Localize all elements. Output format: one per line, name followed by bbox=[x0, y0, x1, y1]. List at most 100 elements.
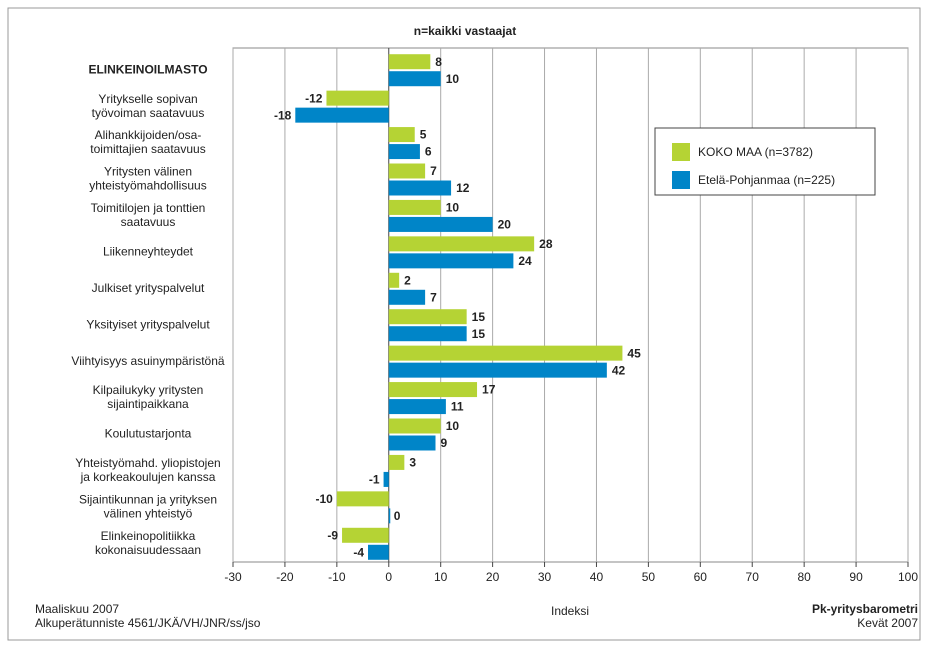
bar bbox=[388, 345, 623, 361]
y-tick-label: ELINKEINOILMASTO bbox=[88, 62, 207, 76]
data-label: 12 bbox=[456, 181, 470, 195]
x-tick-label: 0 bbox=[385, 570, 392, 584]
chart-title: n=kaikki vastaajat bbox=[414, 24, 516, 38]
data-label: 5 bbox=[420, 128, 427, 142]
bar bbox=[388, 289, 426, 305]
bar bbox=[295, 107, 389, 123]
y-tick-label: Viihtyisyys asuinympäristönä bbox=[71, 354, 225, 368]
legend-label: Etelä-Pohjanmaa (n=225) bbox=[698, 173, 835, 187]
y-tick-label: Liikenneyhteydet bbox=[103, 245, 194, 259]
data-label: -12 bbox=[305, 91, 323, 105]
x-tick-label: 80 bbox=[797, 570, 811, 584]
y-tick-label: yhteistyömahdollisuus bbox=[89, 179, 206, 193]
data-label: 42 bbox=[612, 363, 626, 377]
y-tick-label: saatavuus bbox=[121, 215, 176, 229]
data-label: -10 bbox=[316, 492, 334, 506]
y-tick-label: toimittajien saatavuus bbox=[90, 142, 205, 156]
x-tick-label: 30 bbox=[538, 570, 552, 584]
legend-swatch bbox=[672, 143, 690, 161]
bar bbox=[388, 199, 441, 215]
data-label: 7 bbox=[430, 164, 437, 178]
y-tick-label: Toimitilojen ja tonttien bbox=[91, 201, 206, 215]
y-tick-label: Yritysten välinen bbox=[104, 165, 192, 179]
bar bbox=[388, 253, 514, 269]
x-tick-label: 20 bbox=[486, 570, 500, 584]
footer: Pk-yritysbarometri bbox=[812, 602, 918, 616]
x-tick-label: 40 bbox=[590, 570, 604, 584]
bar bbox=[388, 508, 391, 524]
bar bbox=[388, 127, 415, 143]
frame bbox=[7, 7, 921, 641]
bar bbox=[388, 418, 441, 434]
x-tick-label: 100 bbox=[898, 570, 918, 584]
data-label: 45 bbox=[627, 346, 641, 360]
x-tick-label: -10 bbox=[328, 570, 346, 584]
data-label: 24 bbox=[518, 254, 532, 268]
data-label: 0 bbox=[394, 509, 401, 523]
bar bbox=[388, 326, 467, 342]
bar bbox=[388, 382, 478, 398]
data-label: 9 bbox=[441, 436, 448, 450]
bar bbox=[388, 399, 446, 415]
y-tick-label: Elinkeinopolitiikka bbox=[101, 529, 196, 543]
y-tick-label: ja korkeakoulujen kanssa bbox=[80, 470, 216, 484]
data-label: 11 bbox=[451, 400, 464, 414]
bar bbox=[342, 527, 389, 543]
y-tick-label: työvoiman saatavuus bbox=[92, 106, 205, 120]
data-label: 7 bbox=[430, 290, 437, 304]
bar bbox=[388, 454, 405, 470]
x-tick-label: 10 bbox=[434, 570, 448, 584]
data-label: -9 bbox=[327, 528, 338, 542]
bar bbox=[388, 71, 441, 87]
footer: Maaliskuu 2007 bbox=[35, 602, 119, 616]
data-label: 17 bbox=[482, 383, 496, 397]
data-label: -4 bbox=[353, 545, 364, 559]
bar bbox=[388, 180, 452, 196]
data-label: 15 bbox=[472, 310, 486, 324]
y-tick-label: sijaintipaikkana bbox=[107, 397, 189, 411]
bar bbox=[383, 471, 389, 487]
data-label: 8 bbox=[435, 55, 442, 69]
y-tick-label: välinen yhteistyö bbox=[104, 507, 193, 521]
data-label: 2 bbox=[404, 273, 411, 287]
bar bbox=[368, 544, 389, 560]
x-tick-label: -20 bbox=[276, 570, 294, 584]
bar bbox=[336, 491, 389, 507]
x-tick-label: 70 bbox=[746, 570, 760, 584]
footer: Alkuperätunniste 4561/JKÄ/VH/JNR/ss/jso bbox=[35, 616, 261, 630]
y-tick-label: Yhteistyömahd. yliopistojen bbox=[75, 456, 220, 470]
x-tick-label: 90 bbox=[849, 570, 863, 584]
x-tick-label: 60 bbox=[694, 570, 708, 584]
x-axis-label: Indeksi bbox=[551, 604, 589, 618]
y-tick-label: Sijaintikunnan ja yrityksen bbox=[79, 493, 217, 507]
data-label: 20 bbox=[498, 218, 512, 232]
legend bbox=[654, 127, 876, 196]
legend-swatch bbox=[672, 171, 690, 189]
bar bbox=[388, 362, 607, 378]
data-label: 15 bbox=[472, 327, 486, 341]
y-tick-label: kokonaisuudessaan bbox=[95, 543, 201, 557]
x-tick-label: 50 bbox=[642, 570, 656, 584]
y-tick-label: Kilpailukyky yritysten bbox=[93, 383, 204, 397]
bar bbox=[388, 309, 467, 325]
data-label: -1 bbox=[369, 473, 380, 487]
y-tick-label: Alihankkijoiden/osa- bbox=[95, 128, 202, 142]
data-label: 6 bbox=[425, 145, 432, 159]
legend-label: KOKO MAA (n=3782) bbox=[698, 145, 813, 159]
bar bbox=[388, 272, 400, 288]
bar bbox=[388, 216, 493, 232]
bar bbox=[388, 435, 436, 451]
y-tick-label: Julkiset yrityspalvelut bbox=[92, 281, 205, 295]
data-label: -18 bbox=[274, 108, 292, 122]
plot-area bbox=[232, 47, 909, 563]
bar bbox=[388, 144, 420, 160]
data-label: 3 bbox=[409, 456, 416, 470]
data-label: 10 bbox=[446, 201, 460, 215]
data-label: 10 bbox=[446, 419, 460, 433]
x-tick-label: -30 bbox=[224, 570, 242, 584]
bar bbox=[388, 163, 426, 179]
data-label: 10 bbox=[446, 72, 460, 86]
footer: Kevät 2007 bbox=[857, 616, 918, 630]
bar bbox=[326, 90, 389, 106]
